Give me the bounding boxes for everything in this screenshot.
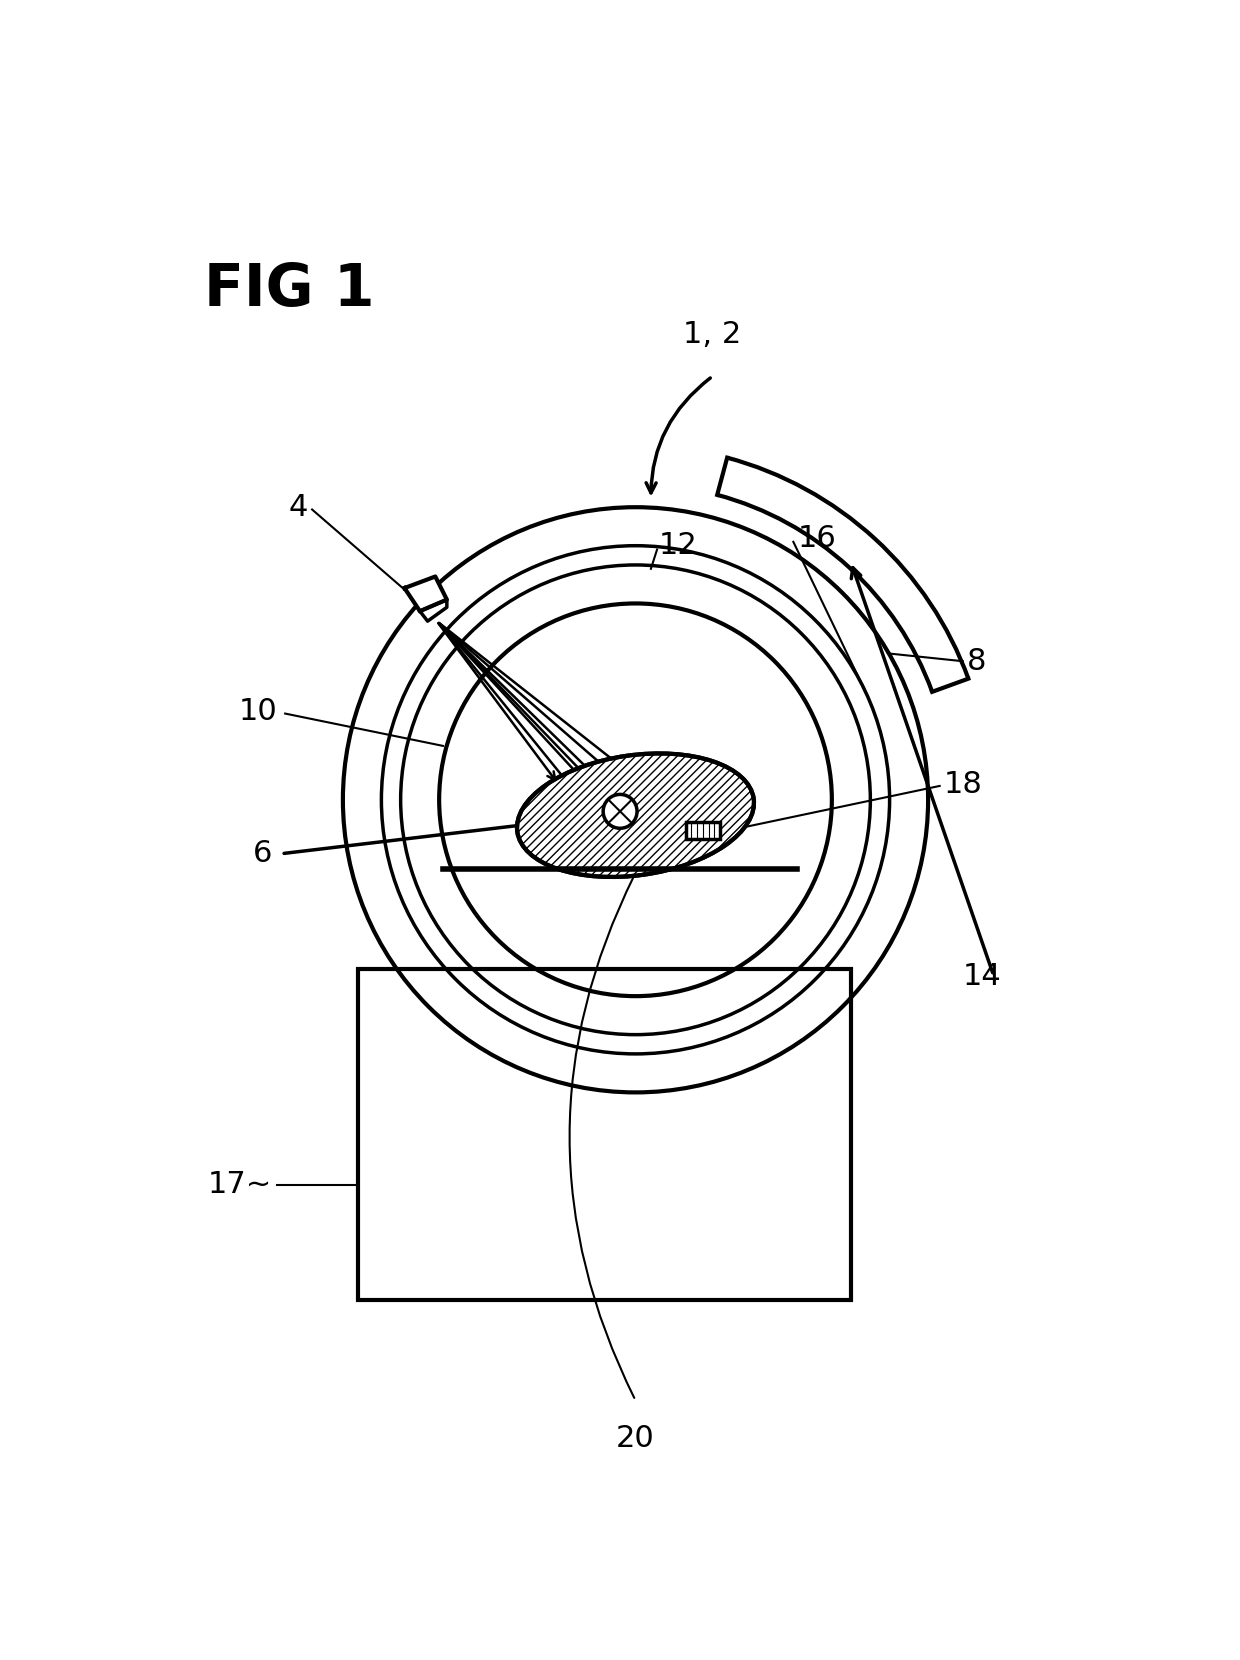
Text: 18: 18 — [944, 770, 982, 798]
Text: 17~: 17~ — [208, 1170, 272, 1199]
Text: 6: 6 — [253, 840, 272, 868]
Text: 20: 20 — [616, 1424, 655, 1452]
Text: 1, 2: 1, 2 — [683, 320, 742, 349]
Text: 10: 10 — [238, 697, 278, 725]
Polygon shape — [420, 599, 446, 621]
Text: 14: 14 — [962, 963, 1001, 991]
Ellipse shape — [517, 754, 754, 876]
Bar — [358, 969, 851, 1300]
Text: FIG 1: FIG 1 — [205, 261, 374, 317]
Text: 4: 4 — [289, 493, 309, 521]
Text: 16: 16 — [797, 523, 836, 553]
Circle shape — [603, 795, 637, 828]
Polygon shape — [404, 576, 446, 611]
Text: 12: 12 — [658, 531, 697, 559]
Bar — [686, 822, 720, 838]
Text: 8: 8 — [967, 647, 986, 676]
